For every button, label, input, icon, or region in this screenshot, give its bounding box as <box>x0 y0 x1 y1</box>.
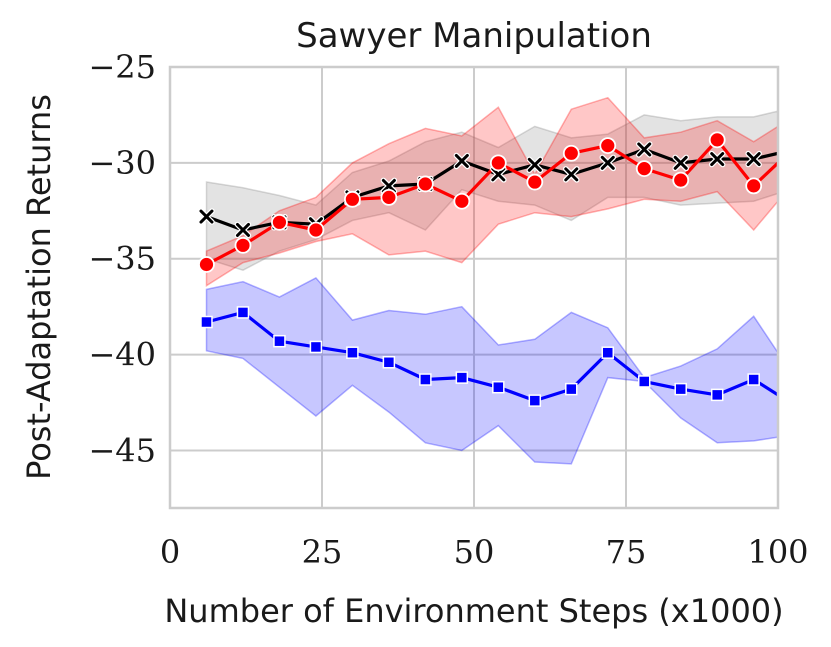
gray-data-point <box>599 154 617 172</box>
blue-data-point <box>710 388 724 402</box>
gray-data-point <box>635 141 653 158</box>
confidence-bands <box>205 96 778 465</box>
red-data-point <box>599 137 617 155</box>
gray-data-point <box>563 166 580 183</box>
y-tick-label: −30 <box>88 144 156 182</box>
y-tick-label: −35 <box>88 240 156 278</box>
y-tick-label: −25 <box>88 48 156 86</box>
blue-confidence-band <box>205 276 778 465</box>
blue-data-point <box>528 394 542 407</box>
gray-data-point <box>198 208 215 225</box>
red-data-point <box>271 213 288 231</box>
blue-data-point <box>565 382 578 396</box>
grid <box>170 67 778 508</box>
red-data-point <box>672 171 690 189</box>
blue-data-point <box>492 380 505 394</box>
gray-data-point <box>234 221 252 239</box>
x-tick-label: 50 <box>454 533 495 571</box>
red-data-point <box>234 236 252 254</box>
red-data-point <box>416 175 434 193</box>
blue-data-point <box>601 346 615 359</box>
series-markers <box>198 131 763 407</box>
gray-data-point <box>526 156 544 174</box>
blue-data-point <box>455 371 469 384</box>
gray-data-point <box>490 166 507 183</box>
y-tick-labels: −25 −30 −35 −40 −45 <box>88 48 156 469</box>
y-tick-label: −45 <box>88 431 156 469</box>
blue-data-point <box>273 334 286 348</box>
blue-data-point <box>309 340 323 354</box>
chart-title: Sawyer Manipulation <box>296 16 652 56</box>
blue-data-point <box>637 375 651 388</box>
x-tick-label: 100 <box>747 533 808 571</box>
red-data-point <box>708 131 726 149</box>
gray-data-point <box>453 152 471 170</box>
blue-data-point <box>236 306 250 319</box>
gray-confidence-band <box>205 110 778 272</box>
red-data-point <box>453 192 471 210</box>
red-data-point <box>489 154 507 172</box>
blue-data-point <box>382 356 396 369</box>
blue-data-point <box>419 373 432 386</box>
blue-data-point <box>674 382 687 396</box>
plot-frame <box>168 65 780 510</box>
red-confidence-band <box>205 96 778 287</box>
x-tick-label: 25 <box>302 533 343 571</box>
red-data-point <box>380 188 398 206</box>
red-data-point <box>198 256 215 273</box>
gray-data-point <box>708 150 726 168</box>
red-data-point <box>745 177 763 195</box>
red-data-point <box>635 160 653 178</box>
red-data-point <box>562 144 580 162</box>
x-tick-labels: 0 25 50 75 100 <box>160 533 809 571</box>
gray-data-point <box>380 177 398 195</box>
red-data-point <box>307 221 325 239</box>
blue-data-point <box>200 315 213 329</box>
y-tick-label: −40 <box>88 336 156 374</box>
y-axis-label: Post-Adaptation Returns <box>20 94 58 480</box>
gray-data-point <box>672 154 689 172</box>
blue-data-point <box>346 346 359 359</box>
x-tick-label: 75 <box>606 533 647 571</box>
gray-data-point <box>745 150 762 168</box>
red-data-point <box>526 173 544 191</box>
x-tick-label: 0 <box>160 533 180 571</box>
x-axis-label: Number of Environment Steps (x1000) <box>164 592 783 630</box>
blue-data-point <box>747 373 760 386</box>
red-data-point <box>343 190 361 208</box>
